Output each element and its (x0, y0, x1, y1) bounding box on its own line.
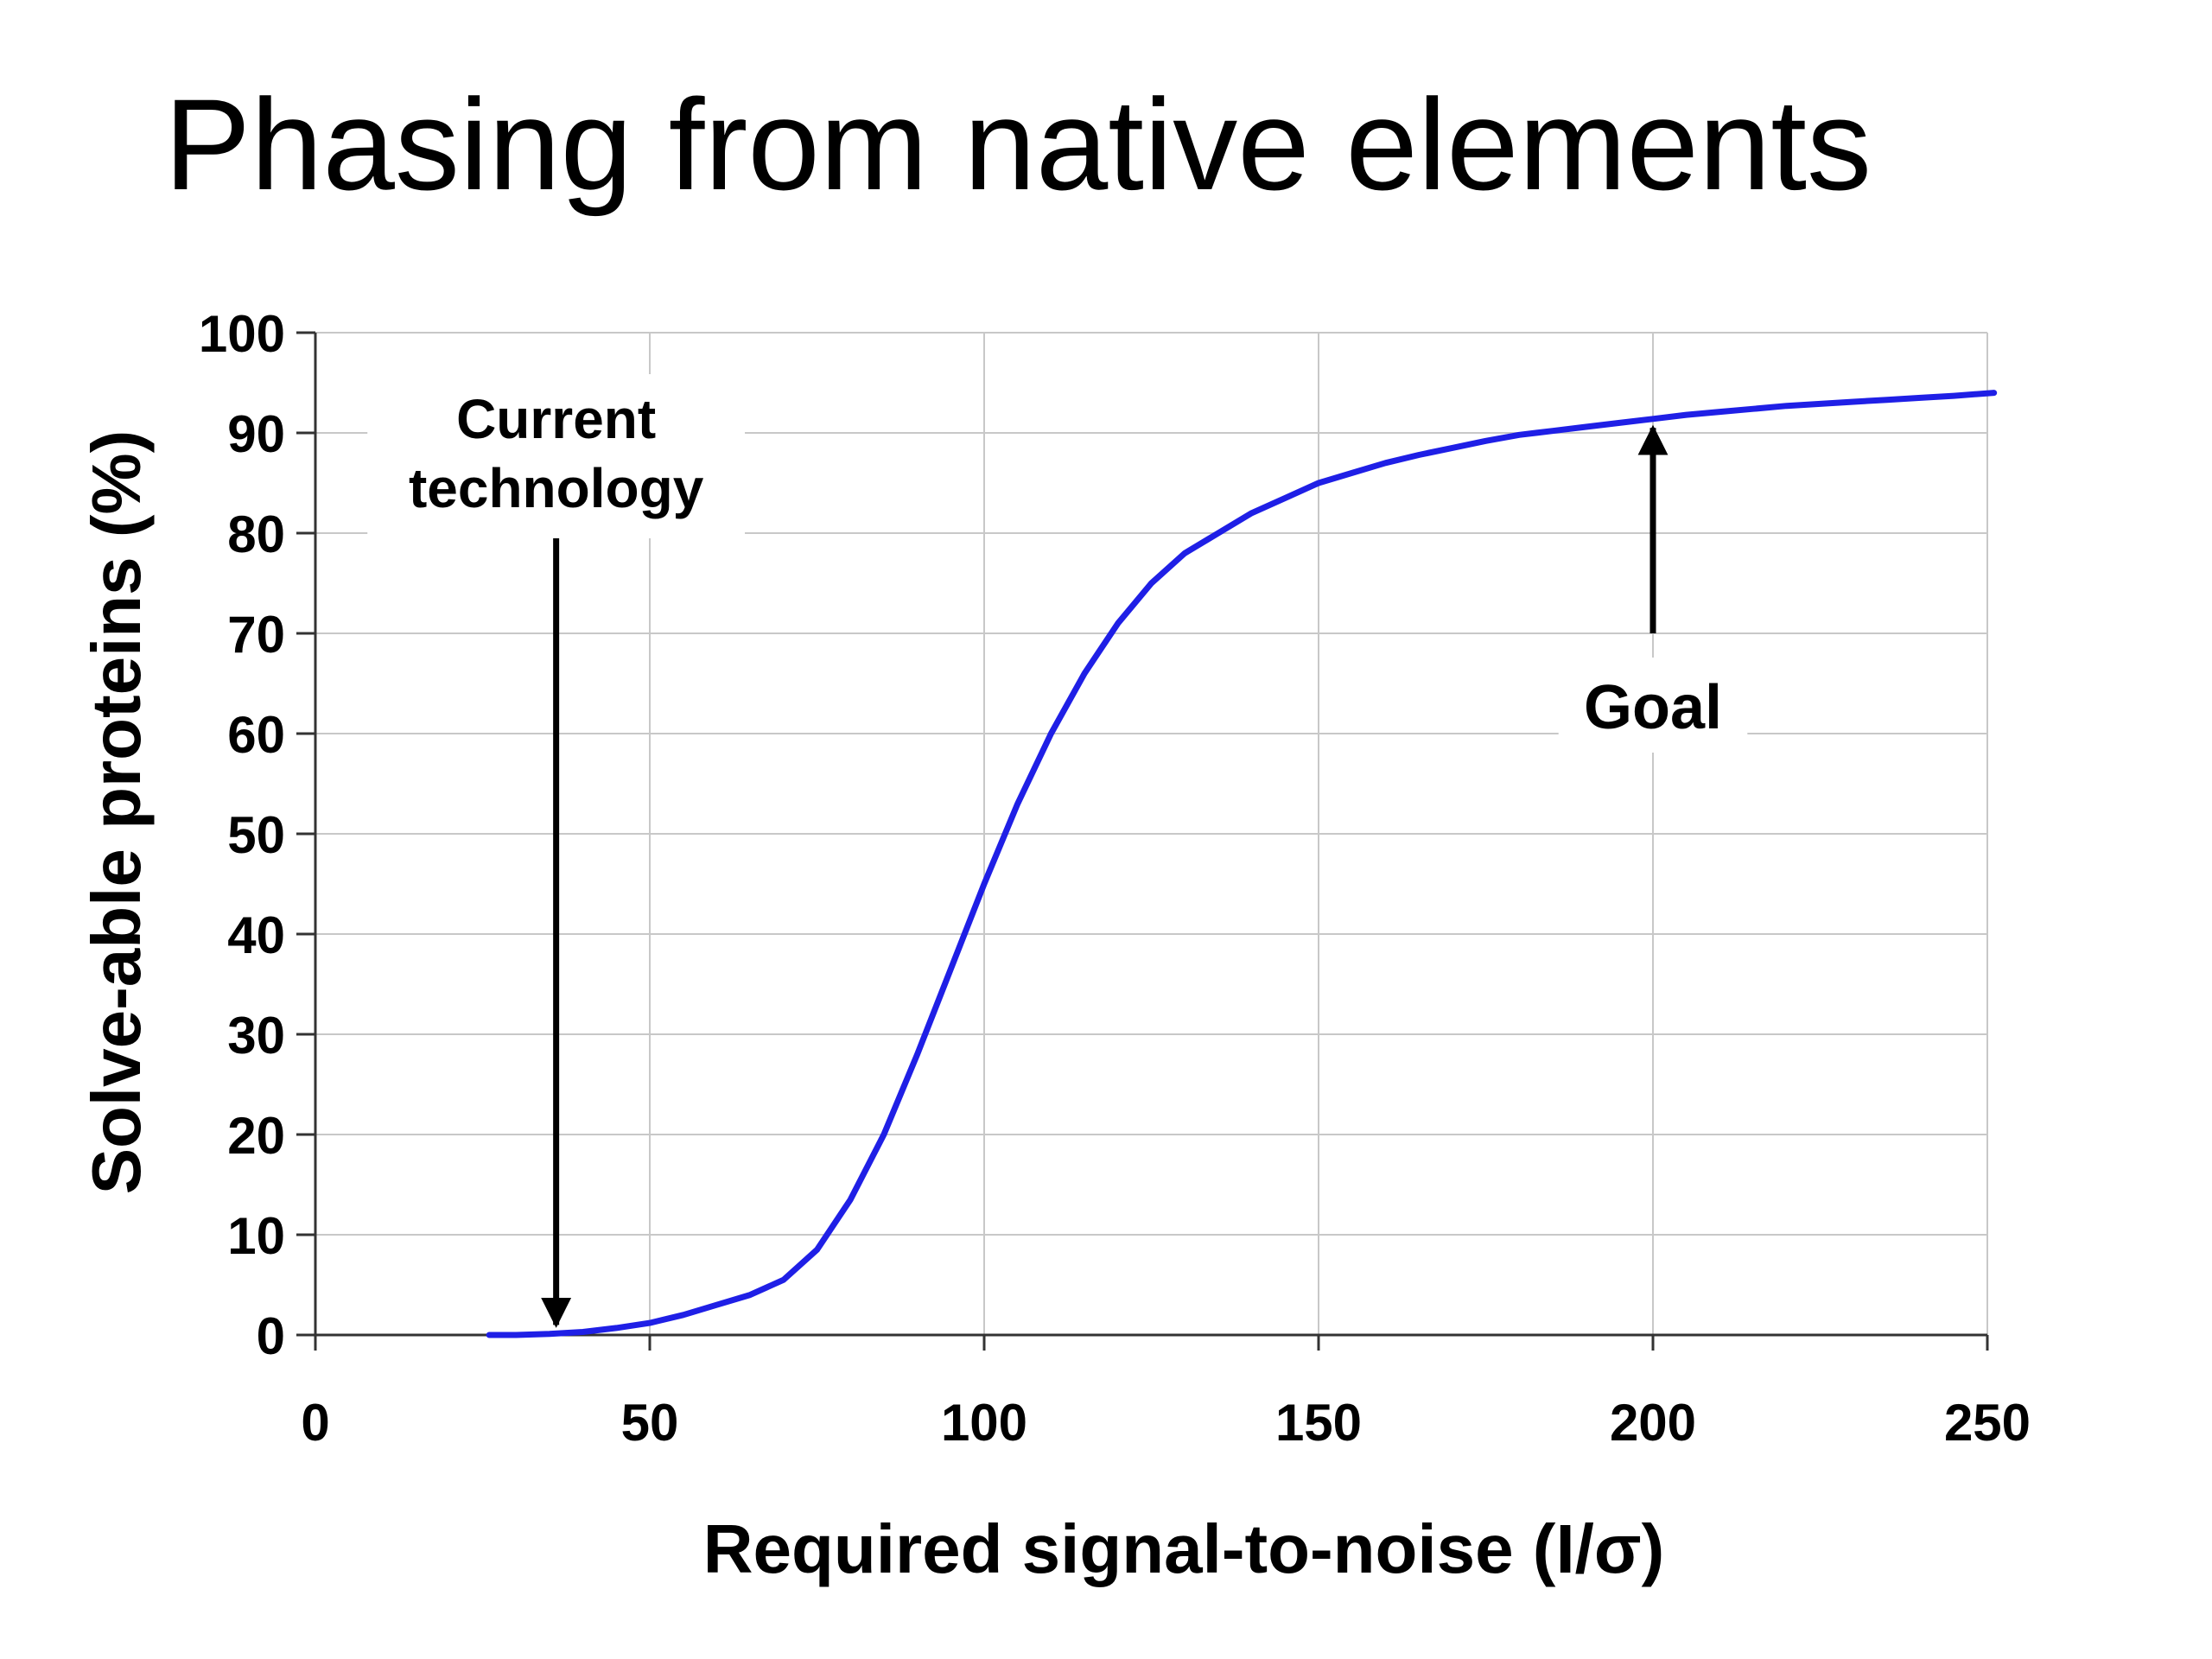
x-tick-label: 150 (1275, 1394, 1362, 1452)
y-tick-label: 50 (227, 806, 285, 864)
y-tick-label: 60 (227, 706, 285, 764)
series-line-0 (486, 390, 1998, 1338)
annotation-backdrop-0 (367, 374, 746, 538)
y-tick-label: 70 (227, 606, 285, 664)
y-axis-title: Solve-able proteins (%) (78, 430, 155, 1195)
annotation-label-1-line-0: Goal (1584, 673, 1722, 742)
y-tick-label: 30 (227, 1007, 285, 1065)
y-tick-label: 10 (227, 1207, 285, 1265)
y-tick-label: 0 (257, 1307, 285, 1365)
x-tick-label: 250 (1944, 1394, 2031, 1452)
x-tick-label: 200 (1610, 1394, 1696, 1452)
annotation-label-0-line-1: technology (409, 457, 704, 519)
y-tick-label: 20 (227, 1107, 285, 1165)
chart-series (486, 390, 1998, 1338)
y-tick-label: 90 (227, 405, 285, 463)
y-tick-label: 80 (227, 505, 285, 563)
x-tick-label: 0 (301, 1394, 329, 1452)
y-tick-label: 40 (227, 906, 285, 964)
chart-annotations: Current technology Goal (367, 374, 1748, 1328)
annotation-backdrop-1 (1558, 658, 1748, 753)
x-tick-label: 50 (621, 1394, 679, 1452)
slide-title: Phasing from native elements (164, 72, 1872, 217)
chart-axes (296, 331, 1989, 1351)
x-tick-label: 100 (941, 1394, 1027, 1452)
x-axis-title: Required signal-to-noise (I/σ) (703, 1510, 1665, 1587)
chart-tick-labels: 0 10 20 30 40 50 60 70 80 90 100 0 50 100 150 200 250 (199, 305, 2031, 1452)
annotation-label-0-line-0: Current (456, 388, 656, 450)
y-tick-label: 100 (199, 305, 285, 363)
